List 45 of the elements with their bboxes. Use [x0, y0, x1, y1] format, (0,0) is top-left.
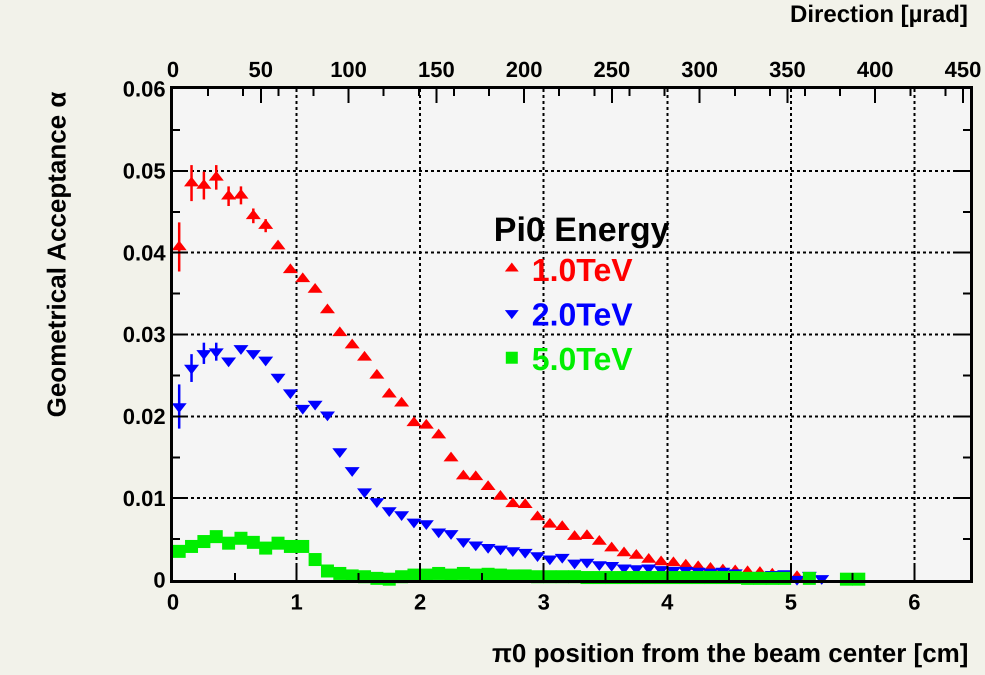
point [284, 540, 297, 553]
x2-tick-label: 50 [248, 57, 274, 82]
x2-tick-label: 300 [681, 57, 718, 82]
x-tick-label: 6 [908, 589, 921, 614]
y-tick-label: 0 [153, 568, 166, 593]
y-tick-label: 0.05 [122, 158, 166, 184]
x2-tick-label: 450 [944, 57, 982, 82]
x2-tick-label: 100 [330, 57, 367, 82]
point [333, 566, 346, 580]
legend-label: 1.0TeV [532, 252, 634, 288]
point [259, 542, 272, 555]
point [197, 535, 210, 548]
legend-label: 2.0TeV [532, 296, 634, 333]
point [210, 530, 223, 544]
y-tick-label: 0.06 [122, 76, 166, 102]
x2-tick-label: 250 [594, 57, 630, 82]
x2-tick-label: 350 [769, 57, 806, 82]
x-tick-label: 2 [414, 589, 426, 614]
y-axis-title: Geometrical Acceptance α [41, 92, 72, 418]
x-tick-label: 3 [538, 589, 550, 614]
point [246, 536, 260, 549]
x-tick-label: 4 [661, 589, 674, 614]
point [456, 566, 470, 580]
legend-title: Pi0 Energy [494, 211, 670, 250]
y-tick-label: 0.03 [122, 322, 166, 348]
point [222, 536, 236, 550]
point [432, 566, 446, 580]
point [296, 540, 310, 553]
y-tick-label: 0.01 [122, 486, 166, 511]
x2-tick-label: 200 [506, 57, 542, 82]
point [320, 564, 334, 578]
x-tick-label: 1 [290, 589, 303, 614]
point [308, 553, 322, 566]
x2-axis-title: Direction [µrad] [790, 1, 968, 28]
point [185, 540, 198, 553]
point [272, 536, 285, 550]
y-tick-label: 0.02 [122, 404, 166, 430]
legend-label: 5.0TeV [532, 341, 634, 378]
x2-tick-label: 400 [856, 57, 894, 82]
point [172, 544, 186, 558]
point [234, 532, 248, 545]
y-tick-label: 0.04 [122, 240, 166, 266]
x-tick-label: 5 [784, 589, 797, 614]
x-axis-title: π0 position from the beam center [cm] [492, 638, 968, 668]
x2-tick-label: 150 [418, 57, 455, 82]
